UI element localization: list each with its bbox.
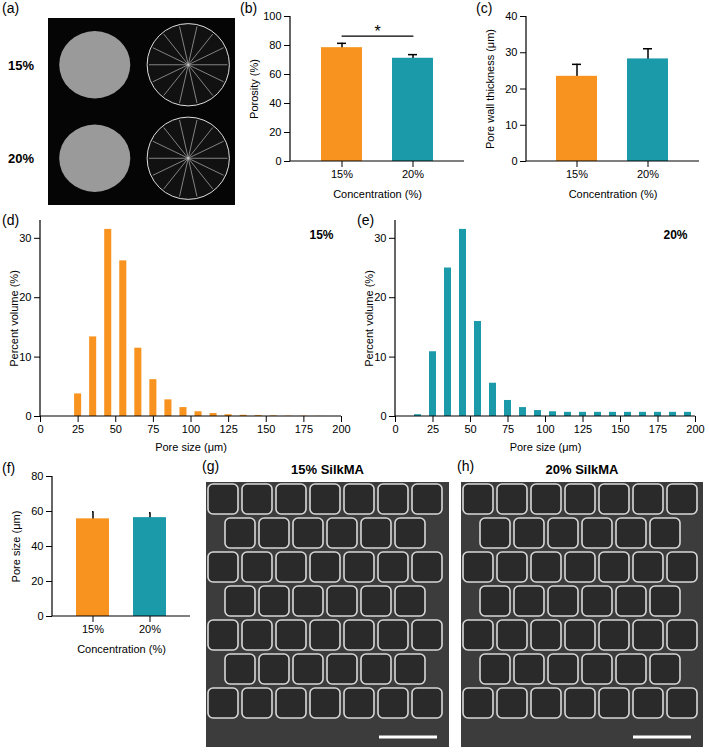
svg-text:100: 100: [536, 423, 554, 435]
svg-text:15% SilkMA: 15% SilkMA: [291, 462, 365, 477]
svg-text:150: 150: [257, 423, 275, 435]
svg-text:20%: 20%: [139, 623, 161, 635]
svg-text:*: *: [374, 23, 380, 40]
svg-text:20%: 20%: [663, 228, 687, 242]
html-text:(f): (f): [2, 460, 16, 476]
html-text:(b): (b): [240, 0, 258, 16]
svg-text:30: 30: [374, 232, 386, 244]
svg-text:60: 60: [269, 68, 281, 80]
html-text:(a): (a): [2, 0, 20, 16]
html-text:(h): (h): [457, 458, 475, 474]
svg-text:40: 40: [505, 10, 517, 22]
svg-text:200: 200: [686, 423, 704, 435]
svg-text:80: 80: [31, 470, 43, 482]
svg-text:80: 80: [269, 39, 281, 51]
svg-text:25: 25: [427, 423, 439, 435]
svg-text:40: 40: [269, 97, 281, 109]
svg-text:100: 100: [263, 10, 281, 22]
svg-text:20: 20: [19, 291, 31, 303]
svg-text:20: 20: [505, 83, 517, 95]
html-text:(c): (c): [476, 0, 493, 16]
svg-text:15%: 15%: [8, 58, 34, 73]
svg-text:60: 60: [31, 505, 43, 517]
svg-text:50: 50: [110, 423, 122, 435]
svg-text:Concentration (%): Concentration (%): [569, 188, 658, 200]
svg-text:150: 150: [611, 423, 629, 435]
svg-text:125: 125: [219, 423, 237, 435]
svg-text:20: 20: [31, 575, 43, 587]
svg-text:10: 10: [374, 351, 386, 363]
svg-text:0: 0: [25, 410, 31, 422]
svg-text:50: 50: [464, 423, 476, 435]
svg-text:200: 200: [332, 423, 350, 435]
html-text:(d): (d): [2, 212, 20, 228]
svg-text:20%: 20%: [8, 151, 34, 166]
svg-text:20% SilkMA: 20% SilkMA: [546, 462, 620, 477]
svg-text:15%: 15%: [566, 168, 588, 180]
svg-text:Pore size (μm): Pore size (μm): [510, 441, 582, 453]
svg-text:0: 0: [511, 155, 517, 167]
svg-text:Percent volume (%): Percent volume (%): [8, 270, 20, 367]
svg-text:15%: 15%: [82, 623, 104, 635]
svg-text:25: 25: [72, 423, 84, 435]
svg-text:0: 0: [392, 423, 398, 435]
svg-text:Concentration (%): Concentration (%): [333, 188, 422, 200]
svg-text:10: 10: [505, 119, 517, 131]
svg-text:100: 100: [182, 423, 200, 435]
svg-text:75: 75: [502, 423, 514, 435]
svg-text:0: 0: [275, 155, 281, 167]
svg-text:20: 20: [374, 291, 386, 303]
svg-text:175: 175: [649, 423, 667, 435]
svg-text:Porosity (%): Porosity (%): [248, 59, 260, 119]
svg-text:Concentration (%): Concentration (%): [77, 643, 166, 655]
svg-text:0: 0: [380, 410, 386, 422]
svg-text:15%: 15%: [331, 168, 353, 180]
svg-text:Pore wall thickness (μm): Pore wall thickness (μm): [484, 29, 496, 149]
svg-text:30: 30: [505, 46, 517, 58]
svg-text:20%: 20%: [402, 168, 424, 180]
svg-text:Pore size (μm): Pore size (μm): [155, 441, 227, 453]
svg-text:125: 125: [574, 423, 592, 435]
svg-text:30: 30: [19, 232, 31, 244]
svg-text:Percent volume (%): Percent volume (%): [363, 270, 375, 367]
svg-text:20: 20: [269, 126, 281, 138]
svg-text:20%: 20%: [637, 168, 659, 180]
svg-text:40: 40: [31, 540, 43, 552]
svg-text:0: 0: [37, 423, 43, 435]
svg-text:Pore size (μm): Pore size (μm): [10, 511, 22, 583]
svg-text:10: 10: [19, 351, 31, 363]
svg-text:0: 0: [37, 610, 43, 622]
html-text:(e): (e): [357, 212, 375, 228]
svg-text:75: 75: [147, 423, 159, 435]
svg-text:175: 175: [295, 423, 313, 435]
svg-text:15%: 15%: [309, 228, 333, 242]
html-text:(g): (g): [202, 458, 220, 474]
